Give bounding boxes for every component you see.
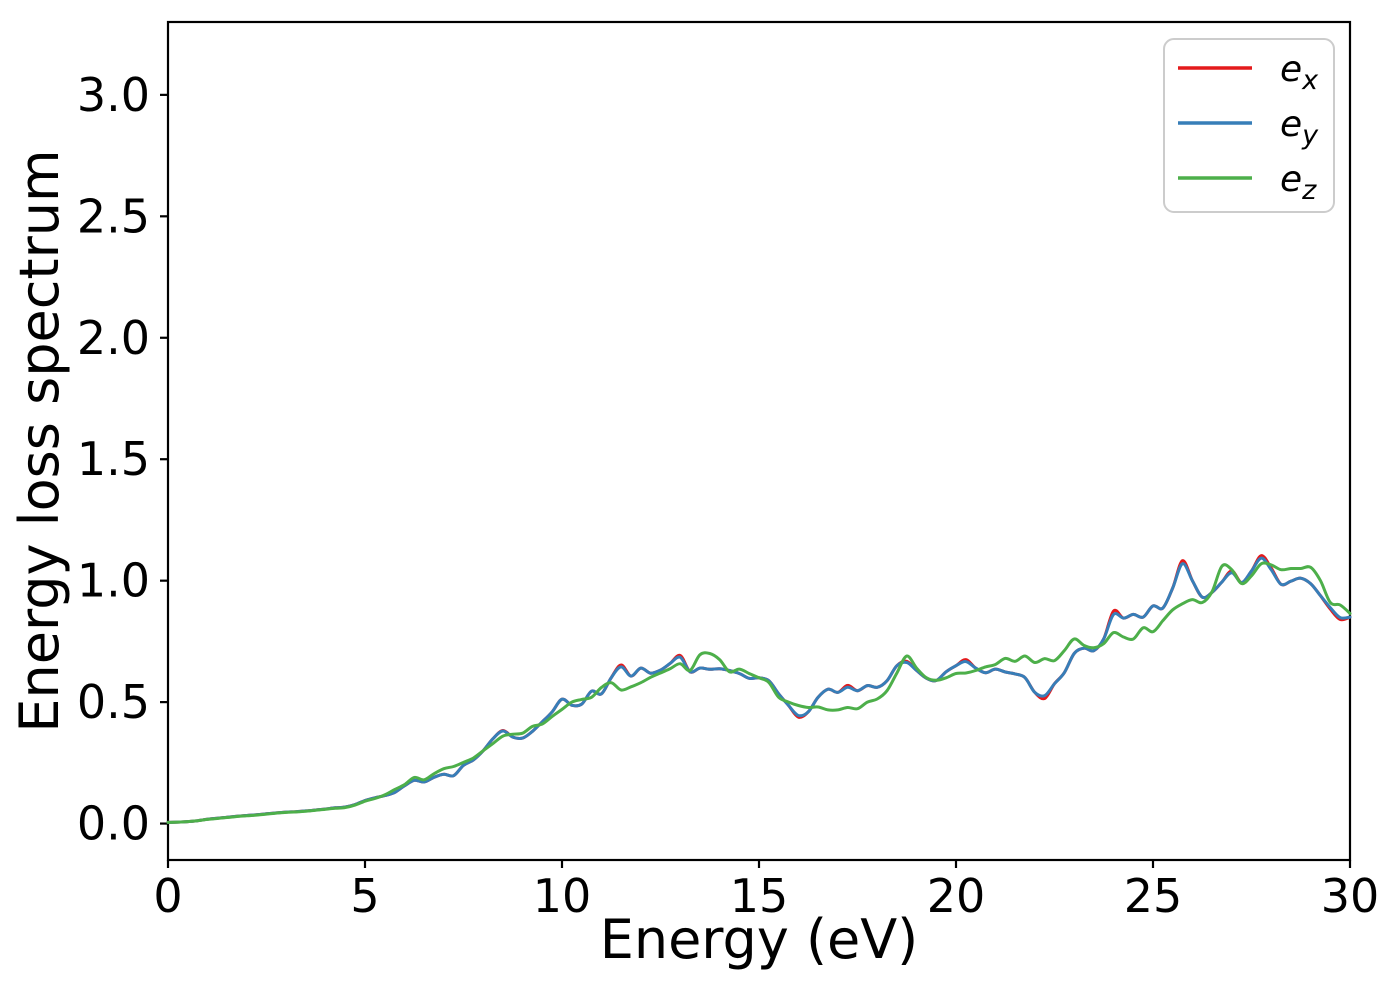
x-axis-tick-label: 5 bbox=[350, 869, 379, 923]
y-axis-tick-label: 1.0 bbox=[77, 554, 150, 608]
x-axis-tick-label: 0 bbox=[153, 869, 182, 923]
legend-label-main: e bbox=[1280, 104, 1302, 145]
legend-box bbox=[1163, 38, 1335, 213]
x-axis-label: Energy (eV) bbox=[600, 908, 919, 971]
y-axis-tick-label: 0.5 bbox=[77, 675, 150, 729]
y-axis-tick-label: 3.0 bbox=[77, 68, 150, 122]
y-axis-tick-label: 2.0 bbox=[77, 311, 150, 365]
legend-label-sub: z bbox=[1301, 175, 1317, 206]
x-axis-tick-label: 30 bbox=[1321, 869, 1380, 923]
y-axis-tick-label: 0.0 bbox=[77, 797, 150, 851]
legend-label-ez: ez bbox=[1280, 159, 1317, 206]
series-line-ey bbox=[166, 556, 1352, 824]
legend-label-ex: ex bbox=[1280, 49, 1319, 96]
series-line-ex bbox=[166, 554, 1352, 824]
x-axis-tick-label: 25 bbox=[1124, 869, 1183, 923]
legend-label-main: e bbox=[1280, 159, 1302, 200]
legend-label-main: e bbox=[1280, 49, 1302, 90]
x-axis-tick-label: 10 bbox=[533, 869, 592, 923]
y-axis-tick-label: 1.5 bbox=[77, 432, 150, 486]
legend-label-ey: ey bbox=[1280, 104, 1319, 151]
y-axis-tick-label: 2.5 bbox=[77, 189, 150, 243]
y-axis-label: Energy loss spectrum bbox=[8, 149, 71, 732]
legend-label-sub: x bbox=[1301, 65, 1319, 96]
series-line-ez bbox=[166, 561, 1352, 824]
x-axis-tick-label: 20 bbox=[927, 869, 986, 923]
legend-label-sub: y bbox=[1301, 120, 1319, 151]
x-axis-tick-label: 15 bbox=[730, 869, 789, 923]
